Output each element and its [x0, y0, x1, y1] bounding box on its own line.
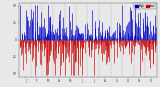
Legend: High, Low: High, Low [134, 3, 156, 9]
